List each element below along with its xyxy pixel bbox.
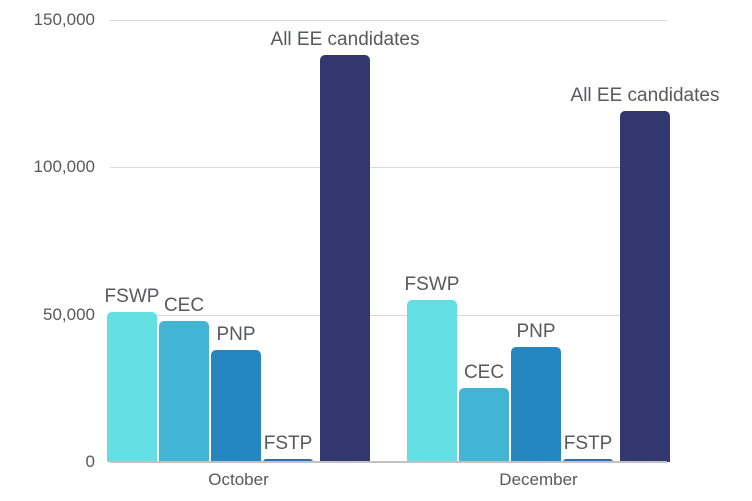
bar-label-pnp: PNP <box>216 324 256 346</box>
bar-pnp-october <box>211 350 261 462</box>
x-axis-line <box>110 461 667 463</box>
bar-label-all-ee-candidates: All EE candidates <box>570 85 720 107</box>
bar-label-pnp: PNP <box>516 321 556 343</box>
y-axis-tick-label: 150,000 <box>33 10 95 29</box>
bar-label-fstp: FSTP <box>563 433 613 455</box>
gridline <box>110 314 667 316</box>
bar-all-ee-candidates-october <box>320 55 370 462</box>
bar-label-fswp: FSWP <box>404 273 460 295</box>
gridline <box>110 167 667 169</box>
bar-fstp-december <box>563 459 613 462</box>
bar-label-fswp: FSWP <box>104 285 160 307</box>
bar-cec-december <box>459 388 509 462</box>
x-axis-category-label: December <box>499 470 578 489</box>
bar-pnp-december <box>511 347 561 462</box>
y-axis-tick-label: 50,000 <box>43 304 95 324</box>
bar-fstp-october <box>263 459 313 462</box>
y-axis-tick-label: 100,000 <box>33 157 95 177</box>
bar-fswp-december <box>407 299 457 462</box>
bar-label-cec: CEC <box>463 362 505 384</box>
bar-fswp-october <box>107 311 157 462</box>
bar-label-cec: CEC <box>163 294 205 316</box>
bar-all-ee-candidates-december <box>620 111 670 462</box>
bar-label-fstp: FSTP <box>263 433 313 455</box>
gridline <box>110 20 667 21</box>
x-axis-category-label: October <box>208 470 269 489</box>
bar-label-all-ee-candidates: All EE candidates <box>270 29 420 51</box>
bar-cec-october <box>159 320 209 462</box>
y-axis-tick-label: 0 <box>85 452 95 471</box>
